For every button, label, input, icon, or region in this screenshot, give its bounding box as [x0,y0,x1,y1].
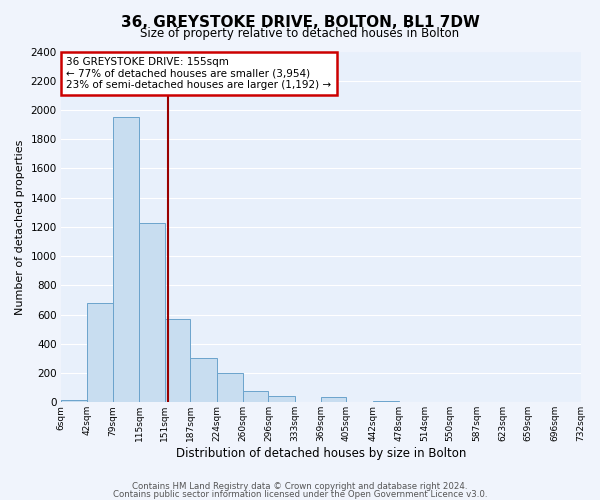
Text: Contains public sector information licensed under the Open Government Licence v3: Contains public sector information licen… [113,490,487,499]
Bar [268,396,295,402]
Bar [61,400,87,402]
Bar [87,303,113,402]
Bar [373,400,399,402]
Bar [165,319,190,402]
Bar [139,222,165,402]
Bar [217,373,243,402]
Bar [190,358,217,403]
Text: Size of property relative to detached houses in Bolton: Size of property relative to detached ho… [140,28,460,40]
Text: 36 GREYSTOKE DRIVE: 155sqm
← 77% of detached houses are smaller (3,954)
23% of s: 36 GREYSTOKE DRIVE: 155sqm ← 77% of deta… [66,57,331,90]
Bar [113,118,139,403]
Bar [243,390,268,402]
X-axis label: Distribution of detached houses by size in Bolton: Distribution of detached houses by size … [176,447,466,460]
Bar [321,397,346,402]
Text: 36, GREYSTOKE DRIVE, BOLTON, BL1 7DW: 36, GREYSTOKE DRIVE, BOLTON, BL1 7DW [121,15,479,30]
Y-axis label: Number of detached properties: Number of detached properties [15,139,25,314]
Text: Contains HM Land Registry data © Crown copyright and database right 2024.: Contains HM Land Registry data © Crown c… [132,482,468,491]
